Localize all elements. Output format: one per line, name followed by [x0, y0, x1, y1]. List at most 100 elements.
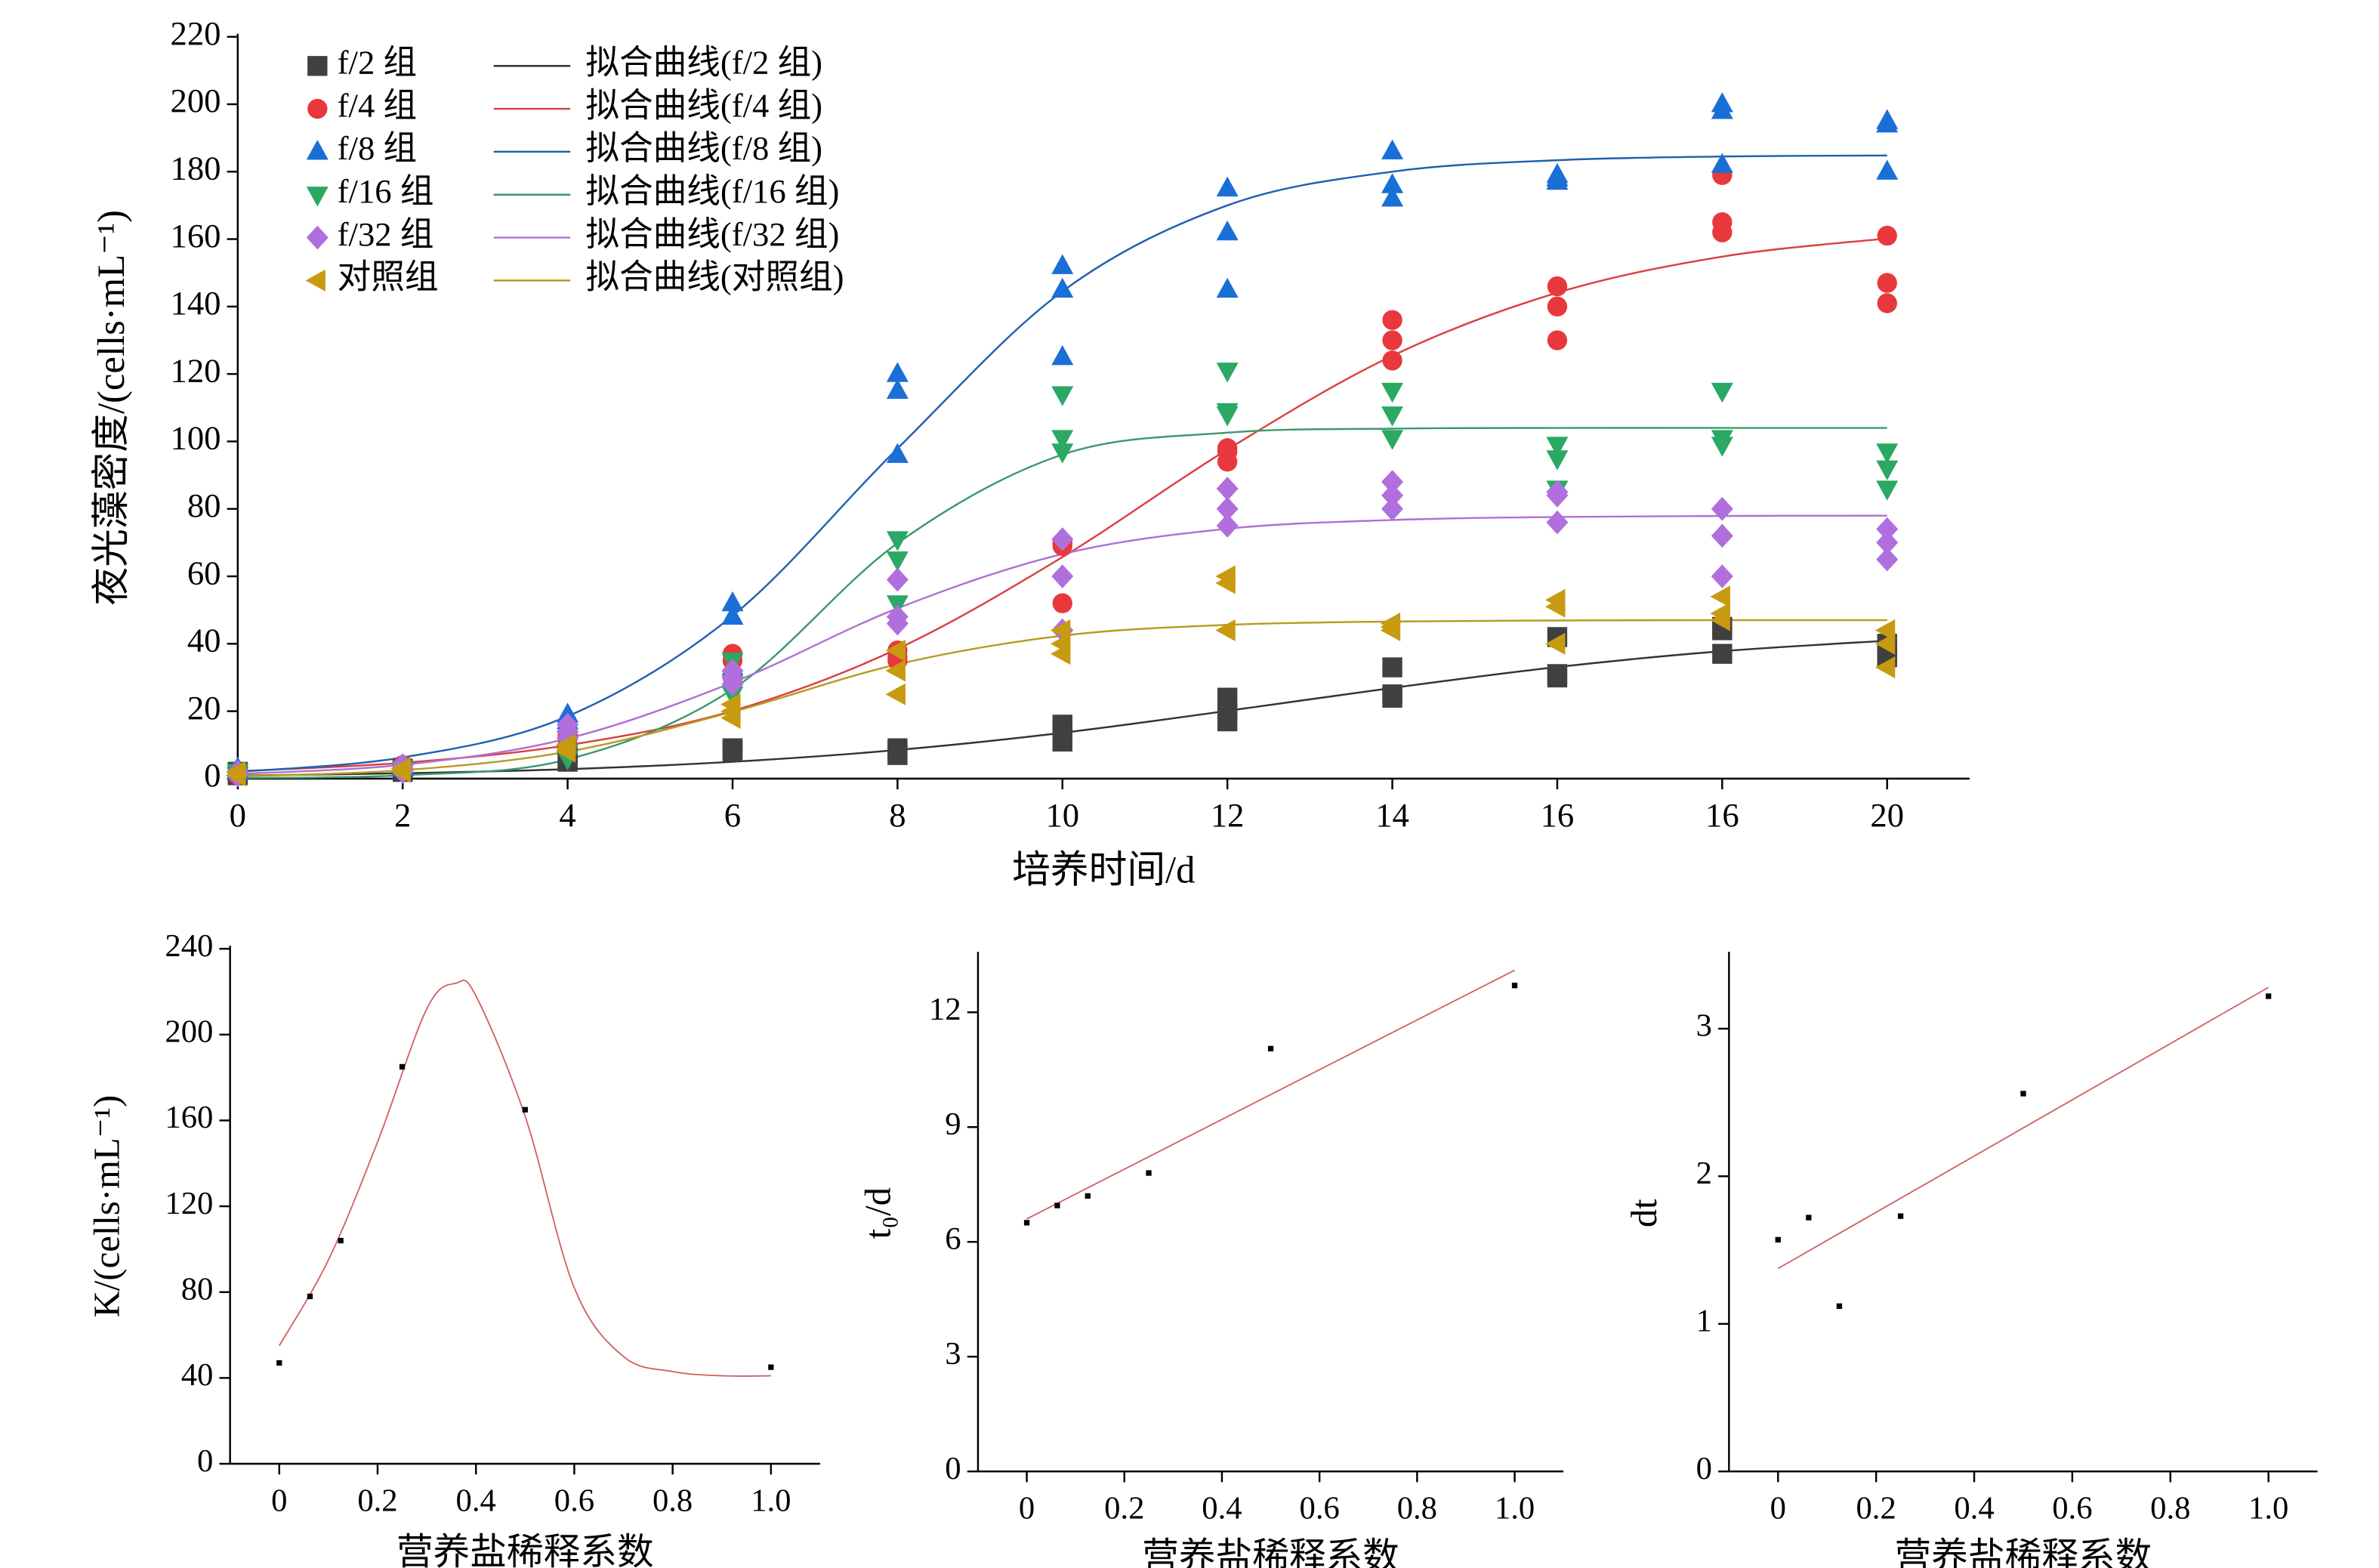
data-point [1381, 173, 1404, 193]
data-point [1711, 496, 1733, 521]
data-point [885, 683, 906, 705]
y-tick-label: 20 [187, 689, 221, 727]
data-point [886, 362, 909, 382]
y-tick-label: 220 [171, 14, 221, 52]
x-tick-label: 4 [559, 796, 575, 834]
data-point [1216, 514, 1239, 538]
data-point [1085, 1193, 1091, 1199]
data-point [885, 639, 906, 662]
y-tick-label: 40 [187, 622, 221, 659]
x-axis-title: 营养盐稀释系数 [1142, 1536, 1399, 1568]
y-axis-title: K/(cells·mL⁻¹) [87, 1095, 128, 1317]
x-axis-title: 培养时间/d [1012, 848, 1195, 890]
data-point [886, 611, 909, 636]
x-tick-label: 12 [1211, 796, 1245, 834]
legend-label: 对照组 [338, 258, 439, 296]
data-point [1876, 443, 1899, 464]
data-point [1216, 363, 1239, 383]
x-tick-label: 0.6 [554, 1483, 594, 1519]
y-tick-label: 100 [171, 419, 221, 457]
legend-label: f/2 组 [338, 44, 417, 82]
data-point [1897, 1213, 1904, 1219]
y-tick-label: 6 [945, 1221, 961, 1257]
data-point [1712, 644, 1733, 664]
data-point [1547, 296, 1568, 317]
x-tick-label: 0.4 [1954, 1491, 1994, 1526]
data-point [1146, 1170, 1152, 1176]
y-tick-label: 140 [171, 284, 221, 322]
legend-label: 拟合曲线(对照组) [585, 258, 844, 296]
data-point [1380, 619, 1401, 641]
fit-curve [278, 980, 771, 1377]
data-point [1215, 619, 1236, 641]
x-tick-label: 20 [1870, 796, 1904, 834]
x-tick-label: 0.6 [1300, 1491, 1340, 1526]
data-point [1051, 443, 1074, 464]
y-tick-label: 3 [945, 1336, 961, 1372]
data-point [1711, 437, 1733, 457]
y-tick-label: 9 [945, 1107, 961, 1142]
data-point [1382, 684, 1402, 705]
y-tick-label: 60 [187, 554, 221, 591]
data-point [1546, 450, 1569, 471]
data-point [721, 672, 744, 696]
legend-marker [307, 56, 328, 76]
x-tick-label: 0.4 [456, 1483, 496, 1519]
data-point [1381, 483, 1404, 508]
x-tick-label: 1.0 [751, 1483, 791, 1519]
x-tick-label: 6 [724, 796, 741, 834]
data-point [1216, 220, 1239, 241]
legend-label: f/8 组 [338, 129, 417, 167]
x-tick-label: 0.8 [1397, 1491, 1437, 1526]
data-point [1876, 530, 1899, 555]
data-point [1051, 386, 1074, 406]
data-point [722, 738, 743, 758]
data-point [1381, 139, 1404, 160]
data-point [225, 764, 246, 786]
legend-label: 拟合曲线(f/2 组) [585, 44, 822, 82]
data-point [1711, 564, 1733, 588]
fit-curve [237, 427, 1887, 779]
y-axis-title: t₀/d [857, 1187, 898, 1239]
data-point [1546, 166, 1569, 187]
data-point [720, 707, 741, 730]
x-tick-label: 10 [1045, 796, 1079, 834]
y-tick-label: 180 [171, 150, 221, 187]
x-tick-label: 1.0 [2248, 1491, 2288, 1526]
fit-curve [237, 154, 1887, 773]
x-tick-label: 0.2 [1856, 1491, 1896, 1526]
x-tick-label: 0.2 [357, 1483, 397, 1519]
legend-label: 拟合曲线(f/4 组) [585, 86, 822, 124]
data-point [1381, 382, 1404, 403]
data-point [1382, 350, 1402, 371]
y-axis-title: dt [1624, 1199, 1665, 1227]
x-tick-label: 16 [1705, 796, 1739, 834]
y-tick-label: 1 [1696, 1304, 1712, 1339]
data-point [1875, 656, 1896, 679]
data-point [1216, 277, 1239, 298]
x-tick-label: 0 [1019, 1491, 1035, 1526]
data-point [1876, 112, 1899, 133]
data-point [1875, 632, 1896, 655]
legend-label: f/32 组 [338, 215, 434, 253]
x-tick-label: 8 [889, 796, 906, 834]
data-point [1381, 187, 1404, 207]
y-tick-label: 160 [171, 217, 221, 255]
data-point [1710, 609, 1730, 631]
data-point [1547, 276, 1568, 297]
x-tick-label: 0 [271, 1483, 287, 1519]
data-point [886, 531, 909, 551]
data-point [1877, 293, 1897, 313]
data-point [1877, 273, 1897, 293]
data-point [1381, 406, 1404, 427]
legend-marker [306, 225, 329, 250]
legend-label: f/4 组 [338, 86, 417, 124]
fit-curve [237, 514, 1887, 775]
fit-curve [237, 237, 1887, 773]
legend-marker [306, 140, 329, 160]
data-point [1876, 517, 1899, 542]
data-point [1712, 222, 1733, 242]
data-point [1546, 510, 1569, 535]
data-point [1381, 496, 1404, 521]
y-tick-label: 80 [187, 486, 221, 524]
